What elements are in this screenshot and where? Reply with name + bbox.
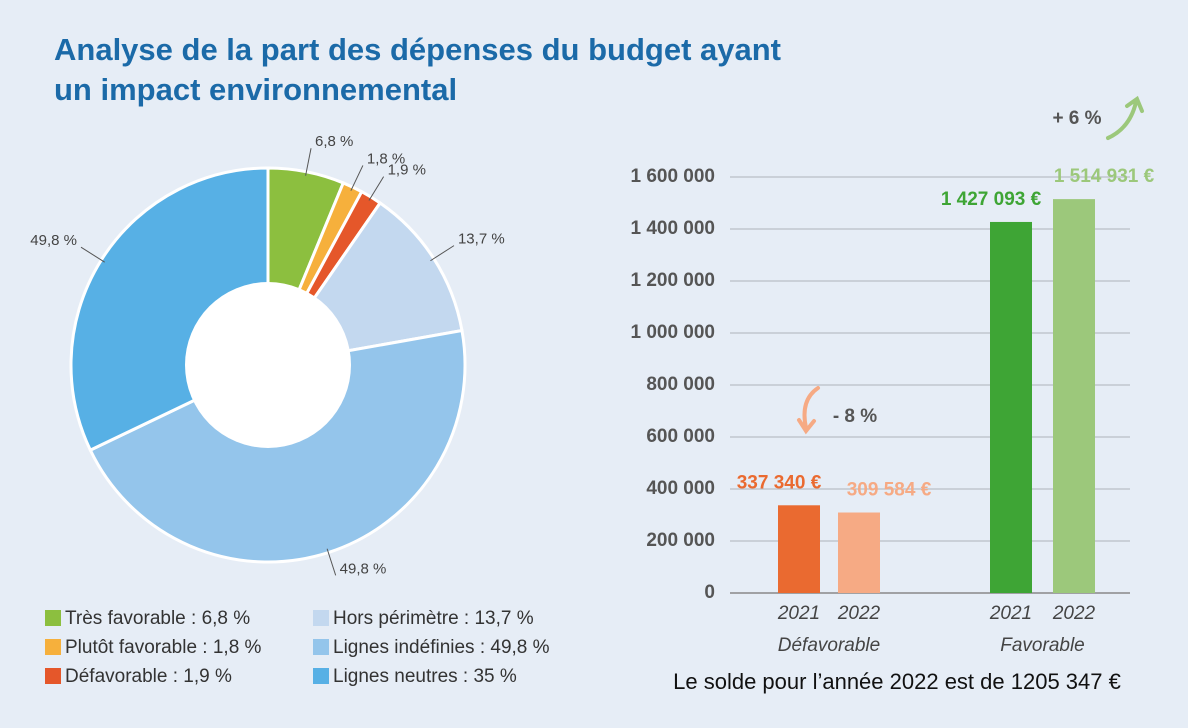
group-label: Défavorable bbox=[778, 635, 880, 656]
slice-label: 13,7 % bbox=[458, 231, 505, 248]
legend-swatch bbox=[45, 639, 61, 655]
legend-swatch bbox=[313, 668, 329, 684]
bar bbox=[838, 512, 880, 593]
leader-line bbox=[326, 548, 337, 576]
x-tick-label: 2021 bbox=[777, 603, 820, 624]
value-label: 309 584 € bbox=[847, 480, 932, 501]
legend-label: Lignes neutres : 35 % bbox=[333, 666, 517, 687]
title: Analyse de la part des dépenses du budge… bbox=[54, 32, 781, 107]
leader-line bbox=[350, 165, 364, 191]
y-tick-label: 1 000 000 bbox=[630, 322, 715, 343]
y-tick-label: 800 000 bbox=[646, 374, 715, 395]
leader-line bbox=[430, 245, 455, 262]
y-tick-label: 400 000 bbox=[646, 478, 715, 499]
footnote: Le solde pour l’année 2022 est de 1205 3… bbox=[673, 669, 1121, 694]
slice-label: 49,8 % bbox=[340, 560, 387, 577]
y-tick-label: 600 000 bbox=[646, 426, 715, 447]
change-annotation: - 8 % bbox=[833, 406, 877, 427]
legend-label: Plutôt favorable : 1,8 % bbox=[65, 637, 262, 658]
legend-swatch bbox=[45, 610, 61, 626]
legend-label: Très favorable : 6,8 % bbox=[65, 608, 250, 629]
y-tick-label: 1 400 000 bbox=[630, 218, 715, 239]
y-tick-label: 1 600 000 bbox=[630, 166, 715, 187]
change-annotation: + 6 % bbox=[1052, 108, 1101, 129]
legend-label: Lignes indéfinies : 49,8 % bbox=[333, 637, 550, 658]
x-tick-label: 2022 bbox=[837, 603, 881, 624]
value-label: 337 340 € bbox=[737, 472, 822, 493]
x-tick-label: 2021 bbox=[989, 603, 1032, 624]
legend-label: Défavorable : 1,9 % bbox=[65, 666, 232, 687]
y-tick-label: 1 200 000 bbox=[630, 270, 715, 291]
bar bbox=[990, 221, 1032, 594]
y-tick-label: 0 bbox=[704, 582, 715, 603]
leader-line bbox=[368, 176, 385, 201]
down-arrow bbox=[797, 386, 820, 435]
y-tick-label: 200 000 bbox=[646, 530, 715, 551]
value-label: 1 427 093 € bbox=[941, 189, 1042, 210]
slice-label: 6,8 % bbox=[315, 133, 353, 150]
leader-line bbox=[305, 148, 312, 176]
donut-hole bbox=[185, 282, 351, 448]
legend-swatch bbox=[313, 610, 329, 626]
x-tick-label: 2022 bbox=[1052, 603, 1096, 624]
slice-label: 49,8 % bbox=[30, 232, 77, 249]
slice-label: 1,9 % bbox=[388, 162, 426, 179]
leader-line bbox=[80, 246, 105, 263]
value-label: 1 514 931 € bbox=[1054, 166, 1155, 187]
group-label: Favorable bbox=[1000, 635, 1085, 656]
legend-swatch bbox=[45, 668, 61, 684]
up-arrow bbox=[1106, 95, 1144, 140]
bar bbox=[1053, 199, 1095, 594]
slice-label: 1,8 % bbox=[367, 150, 405, 167]
bar bbox=[778, 505, 820, 593]
legend-label: Hors périmètre : 13,7 % bbox=[333, 608, 534, 629]
legend-swatch bbox=[313, 639, 329, 655]
